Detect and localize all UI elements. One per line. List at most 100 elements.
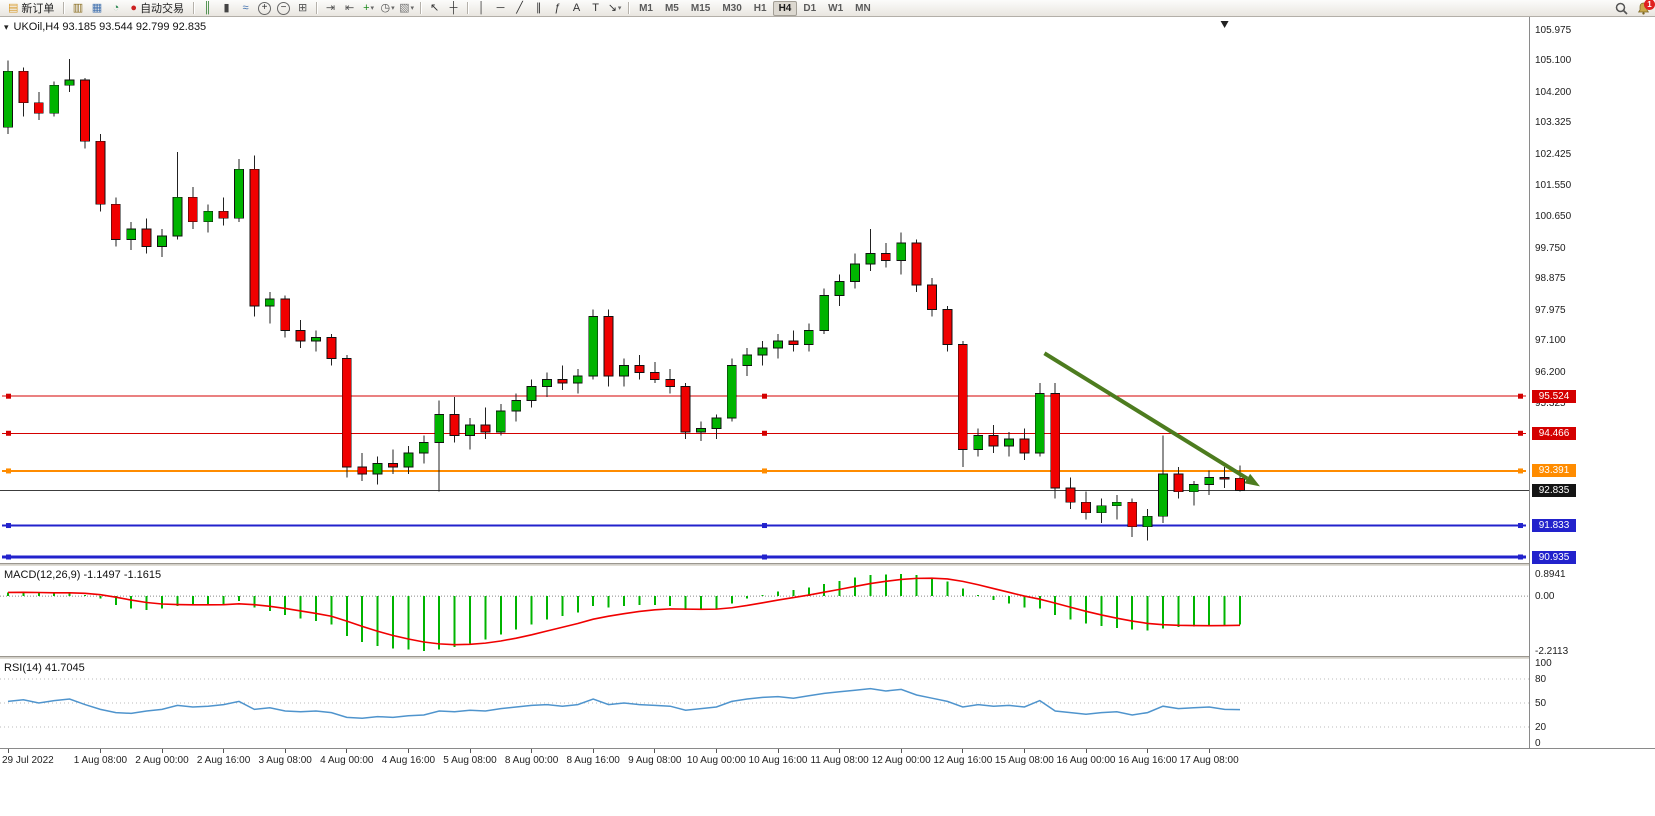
macd-canvas[interactable]: [0, 566, 1529, 656]
timeframe-m1[interactable]: M1: [639, 2, 653, 14]
trend-arrow-head[interactable]: [1244, 473, 1261, 487]
timeframe-m5[interactable]: M5: [664, 2, 679, 14]
candle-down: [141, 228, 152, 247]
main-chart-panel[interactable]: ▾ UKOil,H4 93.185 93.544 92.799 92.835: [0, 17, 1529, 563]
hline-handle[interactable]: [6, 393, 11, 399]
candle-down: [942, 309, 953, 345]
refresh-icon-glyph: ◔: [112, 1, 120, 14]
vertical-line-icon[interactable]: │: [472, 1, 491, 16]
new-order-button[interactable]: ▤ 新订单: [3, 1, 59, 16]
time-tick: [161, 749, 163, 753]
timeframe-d1[interactable]: D1: [803, 2, 817, 14]
templates-icon[interactable]: ▧ ▾: [397, 1, 416, 16]
hline-handle[interactable]: [6, 430, 11, 436]
candle-down: [1050, 393, 1061, 489]
rsi-canvas[interactable]: [0, 659, 1529, 748]
label-icon[interactable]: T: [586, 1, 605, 16]
hline-handle[interactable]: [762, 430, 767, 436]
refresh-icon[interactable]: ◔: [106, 1, 125, 16]
hline-handle[interactable]: [1518, 430, 1523, 436]
timeframe-h1[interactable]: H1: [753, 2, 767, 14]
candle-down: [249, 168, 260, 307]
horizontal-line-icon[interactable]: ─: [491, 1, 510, 16]
fibonacci-icon[interactable]: ƒ: [548, 1, 567, 16]
zoom-out-icon[interactable]: −: [274, 1, 293, 16]
macd-panel[interactable]: MACD(12,26,9) -1.1497 -1.1615: [0, 566, 1529, 656]
hline-handle[interactable]: [1518, 523, 1523, 529]
arrows-icon[interactable]: ↘ ▾: [605, 1, 624, 16]
bar-chart-type-icon[interactable]: ║: [198, 1, 217, 16]
price-tick-label: 96.200: [1535, 367, 1566, 379]
cursor-icon[interactable]: ↖: [425, 1, 444, 16]
periods-icon[interactable]: ◷ ▾: [378, 1, 397, 16]
hline-handle[interactable]: [1518, 393, 1523, 399]
time-tick: [654, 749, 656, 753]
hline-handle[interactable]: [6, 523, 11, 529]
time-tick: [1208, 749, 1210, 753]
candlestick-type-icon[interactable]: ▮: [217, 1, 236, 16]
chart-shift-icon[interactable]: ⇤: [340, 1, 359, 16]
time-label: 4 Aug 16:00: [381, 755, 436, 766]
tile-windows-icon[interactable]: ⊞: [293, 1, 312, 16]
chart-area: ▾ UKOil,H4 93.185 93.544 92.799 92.835 M…: [0, 17, 1655, 816]
time-tick: [839, 749, 841, 753]
hline-handle[interactable]: [1518, 468, 1523, 474]
candle-up: [403, 452, 414, 468]
hline-handle[interactable]: [762, 554, 767, 560]
trendline-icon[interactable]: ╱: [510, 1, 529, 16]
candle-up: [850, 263, 860, 282]
timeframe-m30[interactable]: M30: [722, 2, 742, 14]
candle-down: [649, 372, 660, 380]
panel-splitter-main-macd[interactable]: [0, 563, 1655, 566]
hline-handle[interactable]: [762, 523, 767, 529]
price-tag-91.833: 91.833: [1532, 519, 1576, 533]
line-chart-type-icon[interactable]: ≈: [236, 1, 255, 16]
candle-up: [711, 417, 722, 429]
text-icon-glyph: A: [572, 1, 581, 14]
candle-down: [1081, 501, 1091, 514]
hline-handle[interactable]: [6, 468, 11, 474]
trend-arrow-line[interactable]: [1043, 351, 1249, 481]
autotrading-button[interactable]: ● 自动交易: [125, 1, 189, 16]
chart-collapse-icon[interactable]: ▾: [4, 21, 9, 32]
new-order-button-label: 新订单: [21, 3, 55, 15]
time-label: 2 Aug 16:00: [196, 755, 251, 766]
timeframe-w1[interactable]: W1: [828, 2, 844, 14]
crosshair-icon[interactable]: ┼: [444, 1, 463, 16]
text-icon[interactable]: A: [567, 1, 586, 16]
rsi-panel[interactable]: RSI(14) 41.7045: [0, 659, 1529, 748]
tile-windows-icon-glyph: ⊞: [297, 1, 308, 14]
hline-handle[interactable]: [762, 393, 767, 399]
dropdown-arrow-icon: ▾: [391, 5, 395, 12]
price-tag-94.466: 94.466: [1532, 426, 1576, 440]
auto-scroll-icon[interactable]: ⇥: [321, 1, 340, 16]
timeframe-m15[interactable]: M15: [690, 2, 711, 14]
panel-splitter-macd-rsi[interactable]: [0, 656, 1655, 659]
time-axis[interactable]: 29 Jul 2022 1 Aug 08:00 2 Aug 00:00 2 Aug 1…: [0, 748, 1655, 816]
channel-icon[interactable]: ∥: [529, 1, 548, 16]
timeframe-h4[interactable]: H4: [772, 0, 798, 16]
timeframe-mn[interactable]: MN: [855, 2, 871, 14]
add-indicator-icon[interactable]: + ▾: [359, 1, 378, 16]
candle-up: [234, 168, 244, 219]
charts-grid-icon[interactable]: ▥: [68, 1, 87, 16]
search-icon[interactable]: [1612, 1, 1631, 16]
time-label: 12 Aug 16:00: [933, 755, 993, 766]
current-bar-marker: [1220, 21, 1229, 28]
price-axis[interactable]: 105.975 105.100 104.200 103.325 102.425 101.5…: [1529, 17, 1655, 749]
profiles-icon[interactable]: ▦: [87, 1, 106, 16]
candle-up: [696, 428, 706, 433]
hline-handle[interactable]: [6, 554, 11, 560]
time-tick: [715, 749, 717, 753]
candle-down: [357, 466, 368, 475]
time-tick: [223, 749, 225, 753]
candle-down: [557, 379, 568, 384]
hline-handle[interactable]: [762, 468, 767, 474]
notification-bell-icon[interactable]: 1: [1637, 0, 1655, 15]
candle-up: [1034, 393, 1045, 454]
hline-handle[interactable]: [1518, 554, 1523, 560]
main-chart-canvas[interactable]: [0, 17, 1529, 563]
zoom-in-icon[interactable]: +: [255, 1, 274, 16]
candle-up: [526, 386, 537, 401]
autotrading-button-icon: ●: [130, 1, 138, 14]
